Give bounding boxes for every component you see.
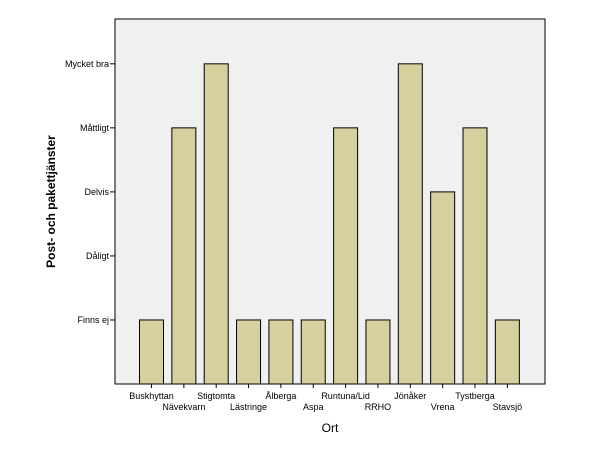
x-tick-label: Vrena <box>431 402 455 412</box>
y-tick-label: Finns ej <box>77 315 109 325</box>
x-tick-label: Stigtomta <box>197 391 235 401</box>
bar-9 <box>430 191 456 385</box>
x-axis-ticks: BuskhyttanNävekvarnStigtomtaLästringeÅlb… <box>129 384 522 412</box>
x-tick-label: RRHO <box>365 402 392 412</box>
y-axis-title: Post- och pakettjänster <box>44 135 58 268</box>
y-tick-label: Måttligt <box>80 123 110 133</box>
x-tick-label: Aspa <box>303 402 324 412</box>
x-tick-label: Runtuna/Lid <box>321 391 370 401</box>
x-tick-label: Tystberga <box>455 391 495 401</box>
x-tick-label: Buskhyttan <box>129 391 174 401</box>
bar-7 <box>365 319 391 385</box>
y-axis-ticks: Finns ej Dåligt Delvis Måttligt Mycket bra <box>65 59 115 325</box>
bar-2 <box>203 63 229 385</box>
bars-group <box>139 63 520 385</box>
bar-5 <box>300 319 326 385</box>
bar-0 <box>139 319 164 385</box>
bar-4 <box>268 319 294 385</box>
bar-8 <box>397 63 423 385</box>
y-tick-label: Dåligt <box>86 251 110 261</box>
bar-10 <box>462 127 488 385</box>
y-tick-label: Mycket bra <box>65 59 109 69</box>
x-tick-label: Lästringe <box>230 402 267 412</box>
y-tick-label: Delvis <box>84 187 109 197</box>
x-tick-label: Stavsjö <box>493 402 523 412</box>
bar-3 <box>236 319 262 385</box>
x-tick-label: Nävekvarn <box>162 402 205 412</box>
bar-1 <box>171 127 197 385</box>
x-axis-title: Ort <box>322 421 339 435</box>
x-tick-label: Ålberga <box>265 391 296 401</box>
bar-6 <box>333 127 359 385</box>
x-tick-label: Jönåker <box>394 391 426 401</box>
bar-11 <box>494 319 520 385</box>
